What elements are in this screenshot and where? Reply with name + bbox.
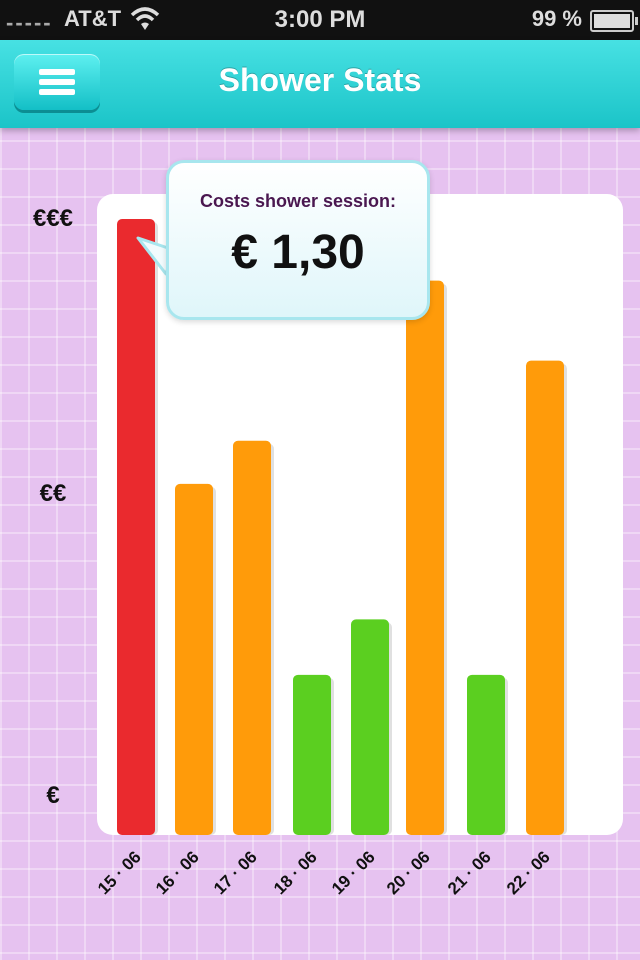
x-tick-label-0: 15 · 06	[94, 847, 145, 898]
bar-2[interactable]	[233, 440, 271, 835]
tooltip-value: € 1,30	[231, 226, 365, 279]
y-tick-label-low: €	[46, 782, 60, 809]
wifi-icon	[130, 7, 160, 30]
x-tick-label-6: 21 · 06	[444, 847, 495, 898]
bar-7[interactable]	[526, 360, 564, 835]
x-tick-label-1: 16 · 06	[152, 847, 203, 898]
page-title: Shower Stats	[218, 62, 422, 98]
x-tick-label-4: 19 · 06	[328, 847, 379, 898]
y-tick-label-mid: €€	[39, 480, 67, 507]
status-clock: 3:00 PM	[274, 6, 366, 33]
hamburger-menu-icon	[39, 69, 75, 95]
nav-bar: Shower Stats	[0, 40, 640, 128]
signal-strength-indicator: -----	[6, 10, 53, 35]
bar-3[interactable]	[293, 674, 331, 835]
carrier-name: AT&T	[64, 6, 122, 31]
battery-fill	[594, 14, 630, 28]
cost-tooltip: Costs shower session: € 1,30	[166, 160, 430, 320]
bar-4[interactable]	[351, 619, 389, 835]
status-bar: ----- AT&T 3:00 PM 99 %	[0, 0, 640, 40]
x-tick-label-3: 18 · 06	[270, 847, 321, 898]
x-tick-label-2: 17 · 06	[210, 847, 261, 898]
bar-5[interactable]	[406, 280, 444, 836]
x-tick-label-5: 20 · 06	[383, 847, 434, 898]
bar-6[interactable]	[467, 674, 505, 835]
tooltip-label: Costs shower session:	[199, 191, 397, 211]
y-tick-label-high: €€€	[32, 205, 74, 232]
battery-percentage: 99 %	[531, 6, 582, 31]
bar-0[interactable]	[117, 219, 155, 835]
menu-button[interactable]	[14, 54, 100, 110]
x-tick-label-7: 22 · 06	[503, 847, 554, 898]
bar-1[interactable]	[175, 483, 213, 835]
battery-icon	[590, 10, 638, 32]
